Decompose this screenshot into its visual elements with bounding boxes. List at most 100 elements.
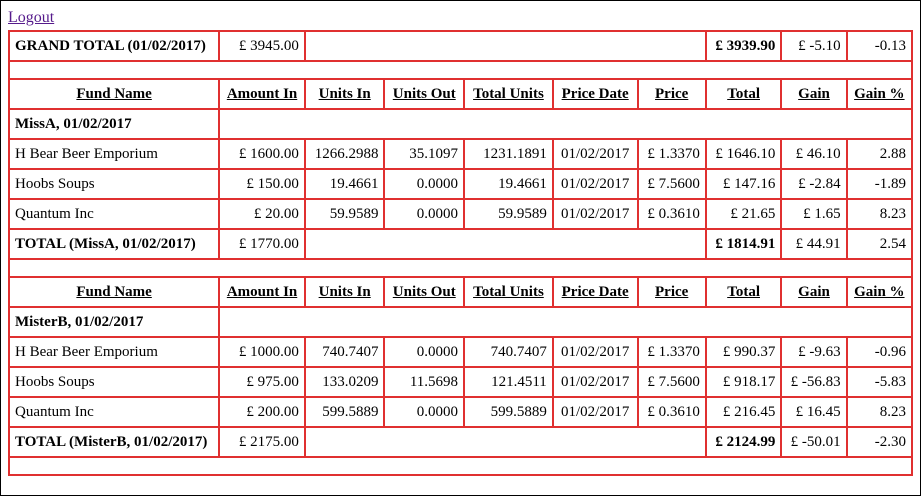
cell-units-in: 133.0209 <box>304 367 385 397</box>
column-header-units-in[interactable]: Units In <box>304 277 385 307</box>
group-total-total: £ 2124.99 <box>705 427 782 457</box>
table-row: Hoobs Soups £ 975.00 133.0209 11.5698 121.45… <box>9 367 912 397</box>
cell-total-units: 1231.1891 <box>464 139 553 169</box>
column-header-gain[interactable]: Gain <box>781 277 847 307</box>
cell-total: £ 918.17 <box>705 367 782 397</box>
cell-price: £ 0.3610 <box>637 397 706 427</box>
group-title-empty <box>219 307 912 337</box>
group-total-gain-pct: 2.54 <box>846 229 912 259</box>
cell-gain-pct: 8.23 <box>846 397 912 427</box>
group-total-label: TOTAL (MisterB, 01/02/2017) <box>9 427 220 457</box>
cell-amount-in: £ 975.00 <box>219 367 305 397</box>
group-title-row: MissA, 01/02/2017 <box>9 109 912 139</box>
cell-fund-name: Quantum Inc <box>9 397 220 427</box>
cell-units-out: 0.0000 <box>384 337 465 367</box>
column-header-price[interactable]: Price <box>637 277 706 307</box>
cell-fund-name: H Bear Beer Emporium <box>9 139 220 169</box>
cell-price: £ 0.3610 <box>637 199 706 229</box>
logout-link[interactable]: Logout <box>8 9 55 26</box>
spacer-row <box>9 61 912 79</box>
grand-total-row: GRAND TOTAL (01/02/2017) £ 3945.00 £ 393… <box>9 31 912 61</box>
column-header-amount-in[interactable]: Amount In <box>219 277 305 307</box>
cell-total: £ 147.16 <box>705 169 782 199</box>
group-total-amount-in: £ 2175.00 <box>219 427 305 457</box>
group-title-empty <box>219 109 912 139</box>
cell-total-units: 121.4511 <box>464 367 553 397</box>
column-header-units-out[interactable]: Units Out <box>384 277 465 307</box>
cell-gain: £ -9.63 <box>781 337 847 367</box>
cell-units-out: 35.1097 <box>384 139 465 169</box>
fund-table: GRAND TOTAL (01/02/2017) £ 3945.00 £ 393… <box>8 30 913 476</box>
cell-fund-name: Hoobs Soups <box>9 169 220 199</box>
cell-units-out: 11.5698 <box>384 367 465 397</box>
group-total-amount-in: £ 1770.00 <box>219 229 305 259</box>
cell-total-units: 19.4661 <box>464 169 553 199</box>
column-header-units-in[interactable]: Units In <box>304 79 385 109</box>
cell-units-in: 59.9589 <box>304 199 385 229</box>
cell-gain: £ -2.84 <box>781 169 847 199</box>
column-header-price[interactable]: Price <box>637 79 706 109</box>
column-header-total[interactable]: Total <box>705 277 782 307</box>
column-header-amount-in[interactable]: Amount In <box>219 79 305 109</box>
group-total-empty <box>304 427 706 457</box>
cell-amount-in: £ 150.00 <box>219 169 305 199</box>
cell-amount-in: £ 1000.00 <box>219 337 305 367</box>
group-total-gain: £ 44.91 <box>781 229 847 259</box>
group-title: MissA, 01/02/2017 <box>9 109 220 139</box>
cell-price-date: 01/02/2017 <box>552 139 638 169</box>
cell-total-units: 740.7407 <box>464 337 553 367</box>
column-header-units-out[interactable]: Units Out <box>384 79 465 109</box>
group-total-gain: £ -50.01 <box>781 427 847 457</box>
group-total-gain-pct: -2.30 <box>846 427 912 457</box>
column-header-price-date[interactable]: Price Date <box>552 277 638 307</box>
cell-price: £ 1.3370 <box>637 337 706 367</box>
cell-total: £ 21.65 <box>705 199 782 229</box>
cell-units-in: 599.5889 <box>304 397 385 427</box>
cell-units-out: 0.0000 <box>384 169 465 199</box>
cell-units-out: 0.0000 <box>384 199 465 229</box>
cell-price-date: 01/02/2017 <box>552 337 638 367</box>
grand-total-gain-pct: -0.13 <box>846 31 912 61</box>
cell-units-in: 1266.2988 <box>304 139 385 169</box>
column-header-total[interactable]: Total <box>705 79 782 109</box>
grand-total-empty <box>304 31 706 61</box>
cell-gain: £ 1.65 <box>781 199 847 229</box>
cell-gain-pct: -5.83 <box>846 367 912 397</box>
cell-total: £ 216.45 <box>705 397 782 427</box>
grand-total-amount-in: £ 3945.00 <box>219 31 305 61</box>
group-title: MisterB, 01/02/2017 <box>9 307 220 337</box>
table-row: H Bear Beer Emporium £ 1600.00 1266.2988 35… <box>9 139 912 169</box>
group-title-row: MisterB, 01/02/2017 <box>9 307 912 337</box>
grand-total-gain: £ -5.10 <box>781 31 847 61</box>
cell-gain-pct: -1.89 <box>846 169 912 199</box>
cell-price-date: 01/02/2017 <box>552 169 638 199</box>
column-header-gain-pct[interactable]: Gain % <box>846 79 912 109</box>
cell-fund-name: Hoobs Soups <box>9 367 220 397</box>
cell-gain-pct: -0.96 <box>846 337 912 367</box>
cell-amount-in: £ 1600.00 <box>219 139 305 169</box>
column-header-price-date[interactable]: Price Date <box>552 79 638 109</box>
column-header-fund-name[interactable]: Fund Name <box>9 79 220 109</box>
column-header-gain-pct[interactable]: Gain % <box>846 277 912 307</box>
cell-price-date: 01/02/2017 <box>552 367 638 397</box>
cell-gain: £ -56.83 <box>781 367 847 397</box>
table-row: H Bear Beer Emporium £ 1000.00 740.7407 0.0… <box>9 337 912 367</box>
table-row: Hoobs Soups £ 150.00 19.4661 0.0000 19.4661 0… <box>9 169 912 199</box>
column-header-gain[interactable]: Gain <box>781 79 847 109</box>
group-total-empty <box>304 229 706 259</box>
group-total-row: TOTAL (MisterB, 01/02/2017) £ 2175.00 £ 21… <box>9 427 912 457</box>
cell-price-date: 01/02/2017 <box>552 199 638 229</box>
table-row: Quantum Inc £ 20.00 59.9589 0.0000 59.9589 01… <box>9 199 912 229</box>
cell-total-units: 599.5889 <box>464 397 553 427</box>
column-header-total-units[interactable]: Total Units <box>464 277 553 307</box>
cell-units-in: 740.7407 <box>304 337 385 367</box>
header-row: Fund Name Amount In Units In Units Out Total… <box>9 79 912 109</box>
cell-fund-name: H Bear Beer Emporium <box>9 337 220 367</box>
column-header-fund-name[interactable]: Fund Name <box>9 277 220 307</box>
cell-amount-in: £ 200.00 <box>219 397 305 427</box>
cell-gain-pct: 2.88 <box>846 139 912 169</box>
column-header-total-units[interactable]: Total Units <box>464 79 553 109</box>
cell-units-out: 0.0000 <box>384 397 465 427</box>
grand-total-label: GRAND TOTAL (01/02/2017) <box>9 31 220 61</box>
cell-total-units: 59.9589 <box>464 199 553 229</box>
